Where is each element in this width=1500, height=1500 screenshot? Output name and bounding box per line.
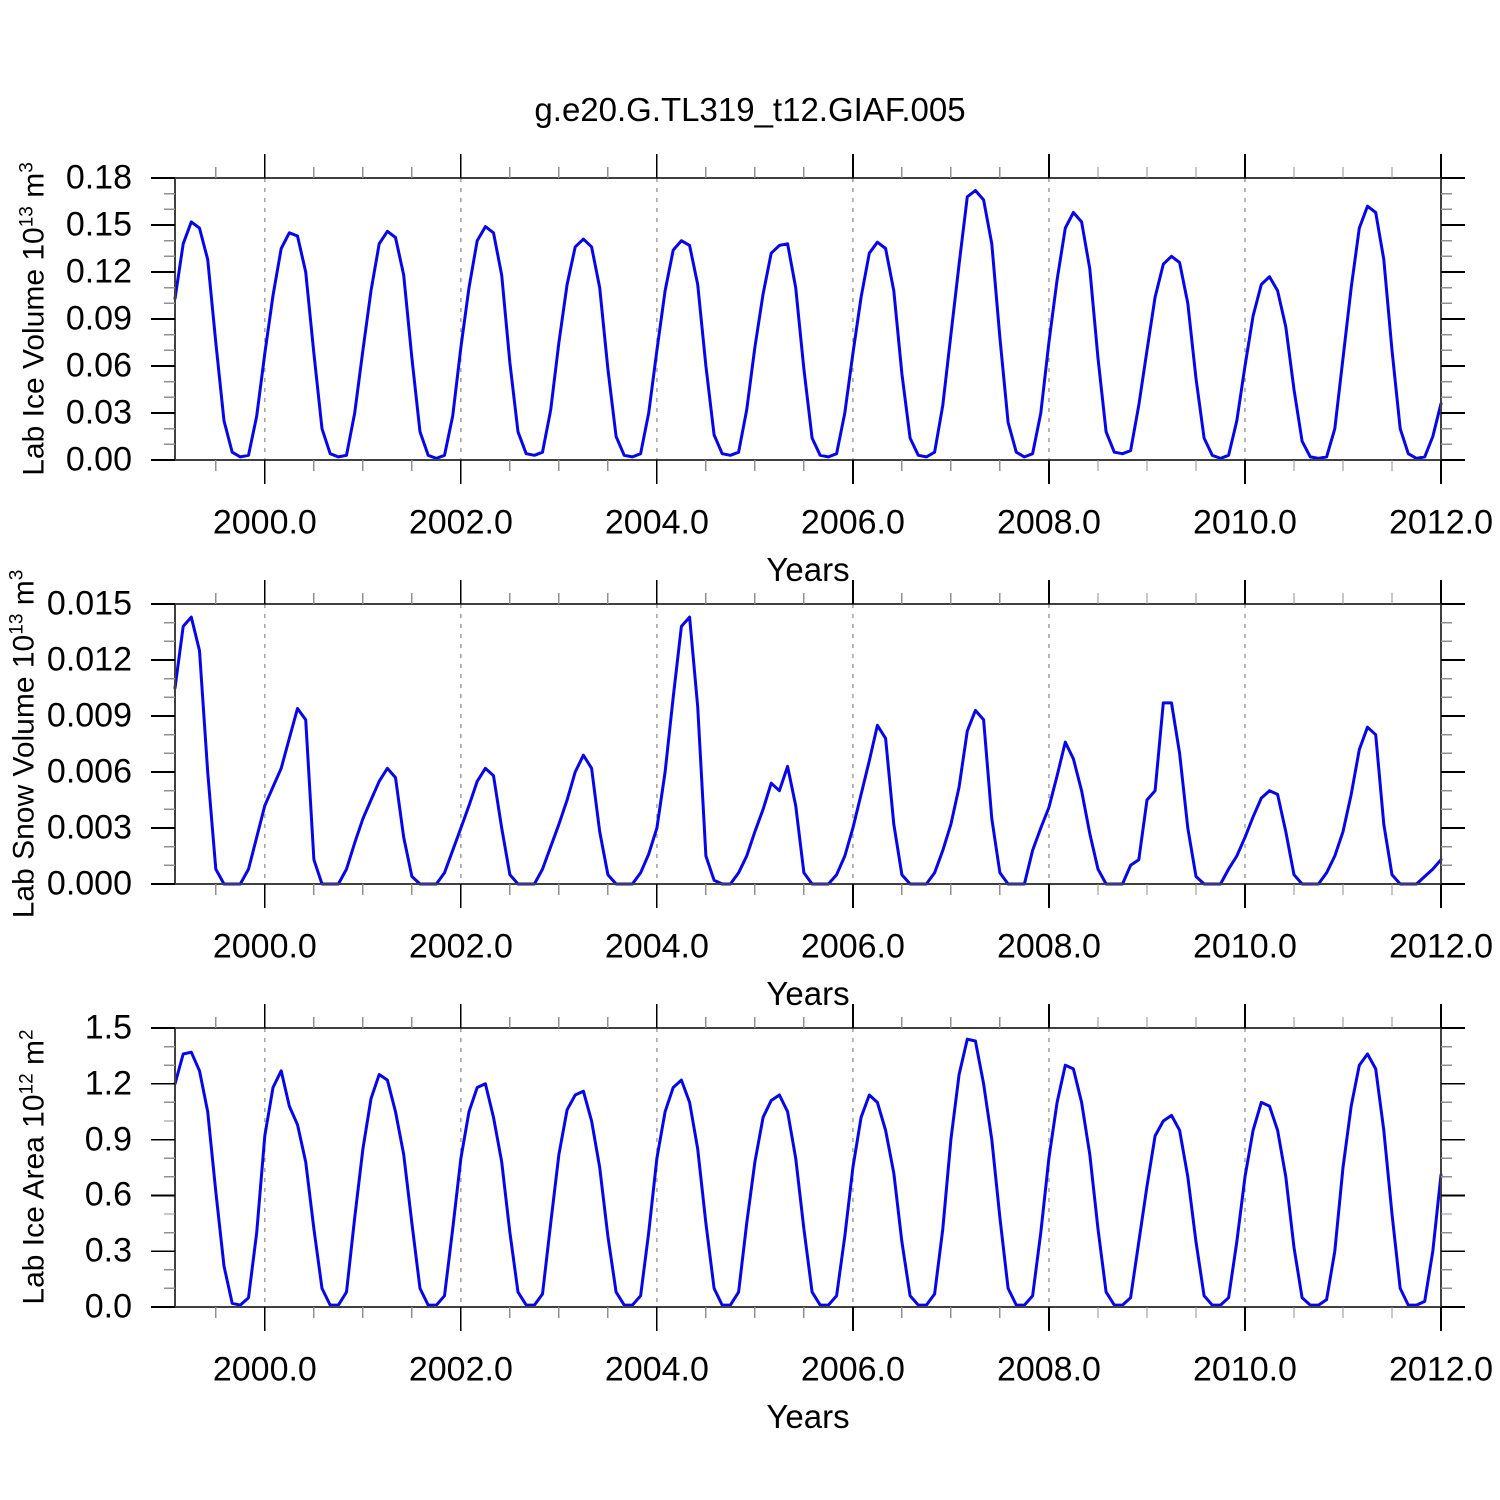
x-tick-label: 2000.0 [212,503,317,542]
panel-1-plot [151,154,1465,484]
x-axis-title: Years [766,975,850,1012]
y-tick-label: 0.09 [65,299,132,338]
y-tick-label: 0.00 [65,440,132,479]
x-tick-label: 2006.0 [800,927,905,966]
y-tick-label: 0.15 [65,205,132,244]
x-tick-label: 2008.0 [996,503,1101,542]
x-tick-label: 2006.0 [800,503,905,542]
y-tick-label: 0.000 [46,864,132,903]
x-tick-label: 2010.0 [1192,1350,1297,1389]
x-tick-label: 2012.0 [1389,503,1493,542]
x-tick-label: 2010.0 [1192,927,1297,966]
panel-3-series-line [173,1037,1443,1307]
panel-3-plot [151,1004,1465,1331]
y-tick-label: 1.2 [84,1064,132,1103]
x-axis-title: Years [766,1398,850,1435]
x-tick-label: 2008.0 [996,927,1101,966]
x-tick-label: 2002.0 [408,503,513,542]
y-tick-label: 0.009 [46,696,132,735]
panel-2-series-line [173,615,1443,886]
x-tick-label: 2002.0 [408,927,513,966]
y-tick-label: 0.015 [46,584,132,623]
y-axis-title-superscript: 3 [6,569,28,581]
y-tick-label: 0.003 [46,808,132,847]
x-axis-title: Years [766,551,850,588]
y-tick-label: 0.03 [65,393,132,432]
x-tick-label: 2008.0 [996,1350,1101,1389]
x-tick-label: 2006.0 [800,1350,905,1389]
x-tick-label: 2004.0 [604,927,709,966]
x-tick-label: 2004.0 [604,1350,709,1389]
y-tick-label: 0.6 [84,1175,132,1214]
x-tick-label: 2010.0 [1192,503,1297,542]
panel-1-series-line [173,189,1443,460]
y-tick-label: 0.3 [84,1231,132,1270]
y-tick-label: 0.9 [84,1120,132,1159]
y-tick-label: 0.12 [65,252,132,291]
x-tick-label: 2004.0 [604,503,709,542]
x-tick-label: 2012.0 [1389,927,1493,966]
y-tick-label: 1.5 [84,1008,132,1047]
y-tick-label: 0.0 [84,1287,132,1326]
panel-2-frame [174,603,1442,885]
x-tick-label: 2012.0 [1389,1350,1493,1389]
y-tick-label: 0.18 [65,158,132,197]
y-tick-label: 0.06 [65,346,132,385]
y-tick-label: 0.012 [46,640,132,679]
chart-title: g.e20.G.TL319_t12.GIAF.005 [534,91,966,128]
x-tick-label: 2000.0 [212,1350,317,1389]
y-tick-label: 0.006 [46,752,132,791]
x-tick-label: 2002.0 [408,1350,513,1389]
panel-2-plot [151,580,1465,908]
panel-3-frame [174,1027,1442,1308]
x-tick-label: 2000.0 [212,927,317,966]
